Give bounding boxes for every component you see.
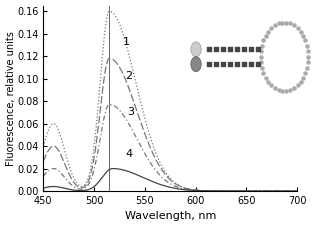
- Point: [269, 26, 274, 30]
- Point: [256, 62, 261, 66]
- X-axis label: Wavelength, nm: Wavelength, nm: [124, 211, 216, 222]
- Point: [301, 34, 306, 37]
- Point: [305, 61, 310, 64]
- Point: [261, 71, 266, 75]
- Point: [306, 55, 311, 59]
- Point: [303, 71, 308, 75]
- Point: [227, 47, 232, 51]
- Point: [258, 49, 263, 53]
- Point: [266, 80, 271, 84]
- Point: [298, 30, 303, 33]
- Point: [288, 22, 293, 25]
- Point: [276, 22, 281, 25]
- Point: [227, 62, 232, 66]
- Point: [259, 66, 264, 70]
- Point: [305, 49, 310, 53]
- Circle shape: [191, 42, 201, 57]
- Point: [305, 66, 310, 70]
- Y-axis label: Fluorescence, relative units: Fluorescence, relative units: [6, 31, 16, 166]
- Point: [258, 55, 263, 59]
- Point: [242, 62, 247, 66]
- Point: [291, 86, 296, 90]
- Point: [272, 86, 277, 90]
- Point: [303, 39, 308, 42]
- Point: [276, 88, 281, 92]
- Point: [235, 62, 240, 66]
- Text: $\mathit{1}$: $\mathit{1}$: [121, 35, 129, 47]
- Point: [280, 21, 285, 24]
- Point: [295, 26, 300, 30]
- Point: [284, 21, 289, 24]
- Text: $\mathit{3}$: $\mathit{3}$: [127, 105, 135, 117]
- Point: [206, 47, 211, 51]
- Point: [263, 34, 268, 37]
- Point: [295, 84, 300, 87]
- Point: [266, 30, 271, 33]
- Text: $\mathit{4}$: $\mathit{4}$: [124, 147, 133, 159]
- Point: [206, 62, 211, 66]
- Point: [284, 89, 289, 93]
- Point: [272, 24, 277, 27]
- Point: [249, 47, 254, 51]
- Point: [249, 62, 254, 66]
- Circle shape: [191, 57, 201, 72]
- Point: [242, 47, 247, 51]
- Point: [280, 89, 285, 93]
- Point: [263, 76, 268, 80]
- Point: [291, 24, 296, 27]
- Point: [220, 62, 225, 66]
- Point: [301, 76, 306, 80]
- Text: $\mathit{2}$: $\mathit{2}$: [124, 69, 133, 81]
- Point: [220, 47, 225, 51]
- Point: [298, 80, 303, 84]
- Point: [269, 84, 274, 87]
- Point: [258, 61, 263, 64]
- Point: [288, 88, 293, 92]
- Point: [305, 44, 310, 47]
- Point: [235, 47, 240, 51]
- Point: [256, 47, 261, 51]
- Point: [259, 44, 264, 47]
- Point: [213, 47, 218, 51]
- Point: [261, 39, 266, 42]
- Point: [213, 62, 218, 66]
